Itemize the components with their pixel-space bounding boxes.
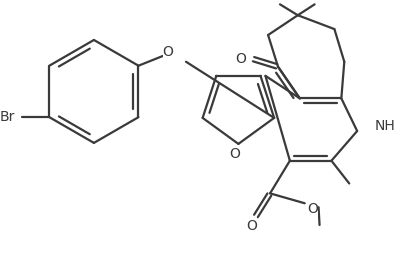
Text: NH: NH [375,119,396,133]
Text: O: O [229,147,240,161]
Text: O: O [246,219,257,233]
Text: O: O [235,52,246,66]
Text: O: O [307,202,318,216]
Text: O: O [163,45,174,59]
Text: Br: Br [0,110,16,124]
